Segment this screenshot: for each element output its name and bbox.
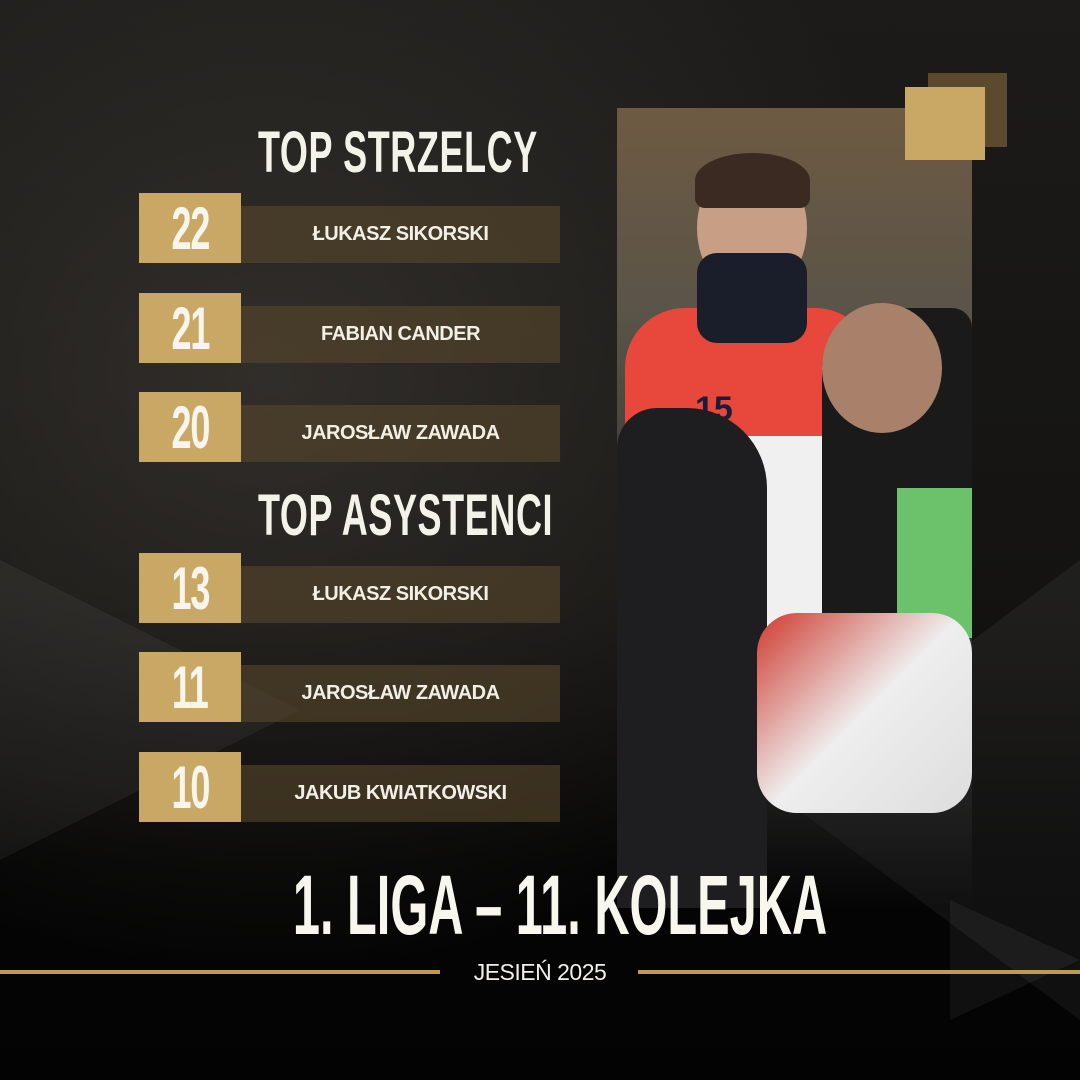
round-title: 1. LIGA – 11. KOLEJKA xyxy=(292,858,828,952)
goals-value: 21 xyxy=(171,294,210,362)
scorers-heading: TOP STRZELCY xyxy=(258,120,538,185)
assists-heading: TOP ASYSTENCI xyxy=(258,483,554,548)
divider-left xyxy=(0,970,440,974)
player-name: FABIAN CANDER xyxy=(320,323,481,345)
player-photo: 15 xyxy=(617,108,972,908)
player-name: JAROSŁAW ZAWADA xyxy=(301,682,500,704)
player-name: JAKUB KWIATKOWSKI xyxy=(294,782,507,804)
goals-badge: 22 xyxy=(139,193,241,263)
player-name-bar: FABIAN CANDER xyxy=(241,306,560,363)
assists-badge: 13 xyxy=(139,553,241,623)
player-name-bar: ŁUKASZ SIKORSKI xyxy=(241,206,560,263)
assists-badge: 11 xyxy=(139,652,241,722)
scorer-row: 20 JAROSŁAW ZAWADA xyxy=(139,392,560,462)
assist-row: 13 ŁUKASZ SIKORSKI xyxy=(139,553,560,623)
player-name: JAROSŁAW ZAWADA xyxy=(301,422,500,444)
goals-value: 22 xyxy=(171,194,210,262)
season-label: JESIEŃ 2025 xyxy=(473,959,607,985)
goals-badge: 20 xyxy=(139,392,241,462)
player-name-bar: JAROSŁAW ZAWADA xyxy=(241,405,560,462)
divider-right xyxy=(638,970,1080,974)
scorer-row: 21 FABIAN CANDER xyxy=(139,293,560,363)
goals-badge: 21 xyxy=(139,293,241,363)
assists-value: 11 xyxy=(172,653,209,721)
assists-value: 10 xyxy=(171,753,210,821)
assists-value: 13 xyxy=(171,554,210,622)
assist-row: 10 JAKUB KWIATKOWSKI xyxy=(139,752,560,822)
assist-row: 11 JAROSŁAW ZAWADA xyxy=(139,652,560,722)
player-name: ŁUKASZ SIKORSKI xyxy=(312,583,489,605)
player-name-bar: JAKUB KWIATKOWSKI xyxy=(241,765,560,822)
scorer-row: 22 ŁUKASZ SIKORSKI xyxy=(139,193,560,263)
goals-value: 20 xyxy=(171,393,210,461)
decorative-square xyxy=(905,87,985,160)
player-name-bar: ŁUKASZ SIKORSKI xyxy=(241,566,560,623)
player-name: ŁUKASZ SIKORSKI xyxy=(312,223,489,245)
player-name-bar: JAROSŁAW ZAWADA xyxy=(241,665,560,722)
assists-badge: 10 xyxy=(139,752,241,822)
